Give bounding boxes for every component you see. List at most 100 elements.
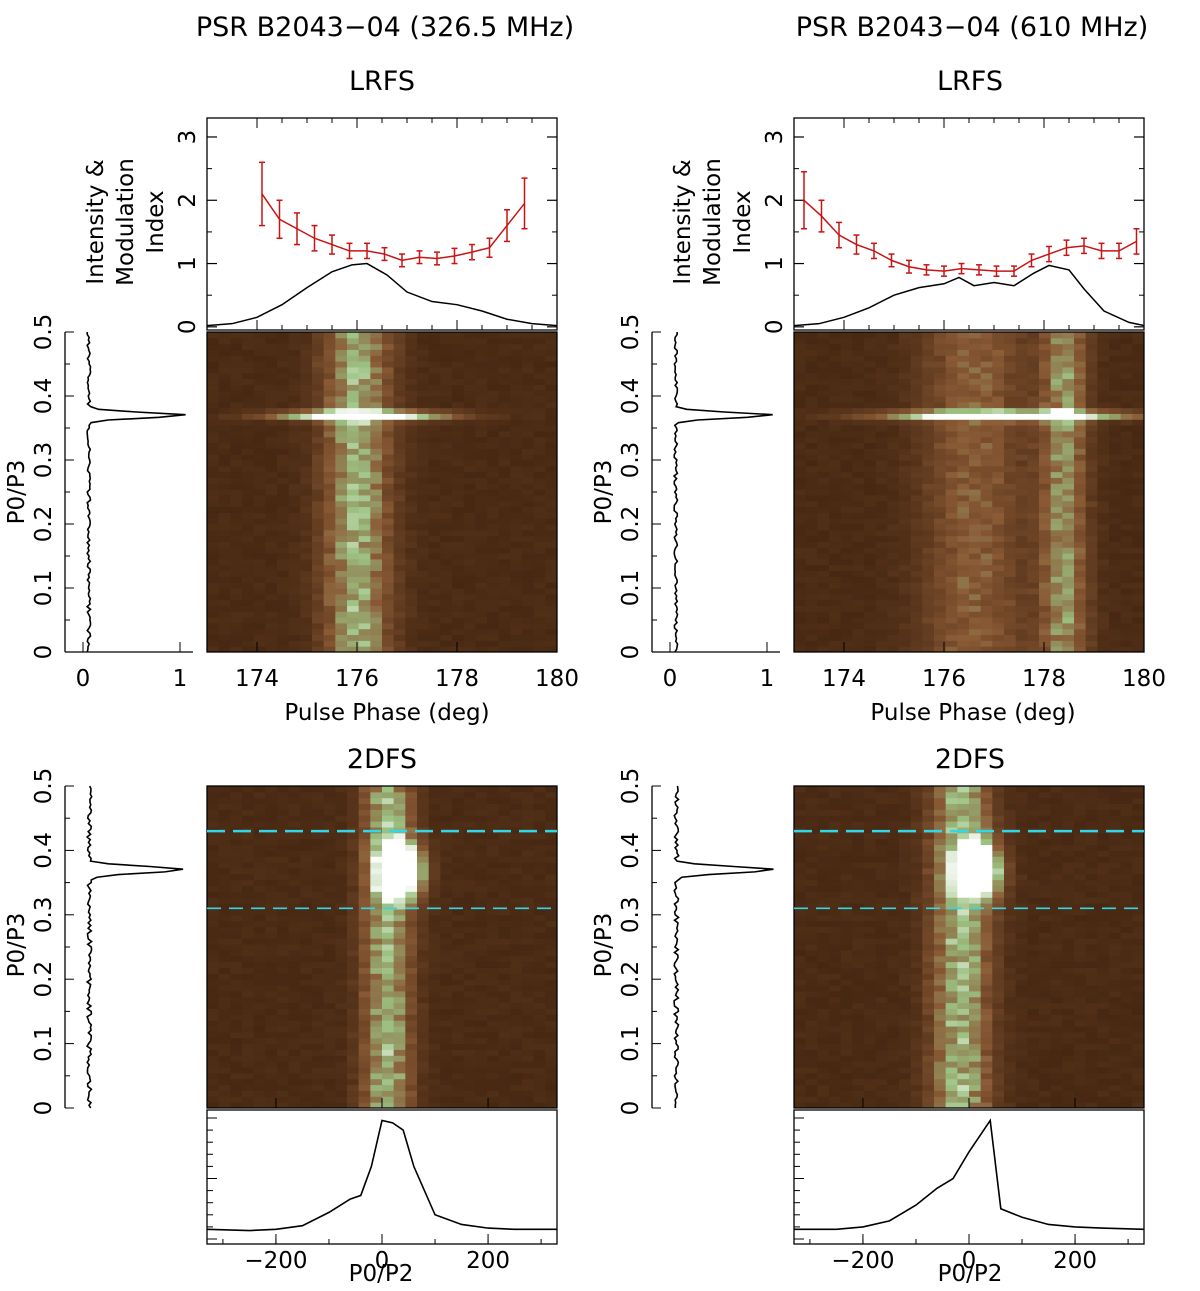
heatmap-cell (405, 378, 418, 385)
heatmap-cell (533, 1090, 546, 1097)
heatmap-cell (323, 512, 336, 519)
heatmap-cell (382, 576, 395, 583)
heatmap-cell (533, 803, 546, 810)
heatmap-cell (498, 1049, 511, 1056)
heatmap-cell (323, 442, 336, 449)
heatmap-cell (358, 582, 371, 589)
heatmap-cell (817, 419, 830, 426)
heatmap-cell (852, 378, 865, 385)
heatmap-cell (323, 973, 336, 980)
heatmap-cell (417, 401, 430, 409)
heatmap-cell (312, 1078, 325, 1086)
heatmap-cell (533, 448, 546, 455)
heatmap-cell (382, 961, 395, 968)
heatmap-cell (510, 634, 523, 641)
heatmap-cell (218, 938, 231, 945)
heatmap-cell (533, 1072, 546, 1080)
heatmap-cell (323, 419, 336, 426)
heatmap-cell (393, 396, 406, 403)
heatmap-cell (992, 564, 1005, 572)
heatmap-cell (405, 425, 418, 432)
heatmap-cell (300, 611, 313, 618)
heatmap-cell (405, 1078, 418, 1086)
heatmap-cell (510, 582, 523, 589)
heatmap-cell (1050, 337, 1063, 345)
heatmap-cell (382, 786, 395, 793)
heatmap-cell (545, 996, 558, 1004)
heatmap-cell (428, 396, 441, 403)
heatmap-cell (840, 593, 853, 601)
heatmap-cell (323, 471, 336, 478)
heatmap-cell (980, 436, 993, 444)
heatmap-cell (1015, 436, 1028, 444)
heatmap-cell (335, 821, 348, 828)
heatmap-cell (1027, 634, 1040, 641)
heatmap-cell (545, 547, 558, 554)
heatmap-cell (382, 1102, 395, 1109)
heatmap-cell (440, 1096, 453, 1103)
heatmap-cell (475, 1002, 488, 1009)
heatmap-cell (922, 582, 935, 589)
heatmap-cell (910, 617, 923, 624)
heatmap-cell (487, 1014, 500, 1021)
heatmap-cell (945, 390, 958, 397)
heatmap-cell (864, 524, 877, 531)
heatmap-cell (312, 1061, 325, 1068)
heatmap-cell (312, 844, 325, 851)
heatmap-cell (230, 413, 243, 420)
heatmap-cell (840, 343, 853, 350)
heatmap-cell (992, 518, 1005, 525)
heatmap-cell (475, 407, 488, 414)
heatmap-cell (510, 1049, 523, 1056)
heatmap-cell (277, 873, 290, 881)
heatmap-cell (957, 361, 970, 368)
heatmap-cell (277, 938, 290, 945)
heatmap-cell (875, 471, 888, 478)
heatmap-cell (253, 407, 266, 414)
heatmap-cell (277, 355, 290, 362)
heatmap-cell (475, 1102, 488, 1109)
heatmap-cell (487, 944, 500, 951)
heatmap-cell (230, 640, 243, 647)
heatmap-cell (405, 611, 418, 618)
heatmap-cell (875, 448, 888, 455)
heatmap-cell (417, 524, 430, 531)
heatmap-cell (312, 535, 325, 542)
heatmap-cell (242, 349, 255, 356)
heatmap-cell (533, 599, 546, 606)
heatmap-cell (428, 873, 441, 881)
heatmap-cell (370, 460, 383, 467)
heatmap-cell (510, 355, 523, 362)
heatmap-cell (277, 372, 290, 380)
heatmap-cell (840, 518, 853, 525)
heatmap-cell (522, 361, 535, 368)
heatmap-cell (370, 1096, 383, 1103)
heatmap-cell (335, 891, 348, 898)
heatmap-cell (545, 622, 558, 630)
heatmap-cell (487, 803, 500, 810)
heatmap-cell (300, 844, 313, 851)
heatmap-cell (510, 1096, 523, 1103)
heatmap-cell (887, 401, 900, 409)
heatmap-cell (370, 1002, 383, 1009)
heatmap-cell (242, 1090, 255, 1097)
heatmap-cell (957, 605, 970, 612)
heatmap-cell (1074, 494, 1087, 502)
heatmap-cell (992, 593, 1005, 601)
heatmap-cell (475, 1026, 488, 1033)
heatmap-cell (533, 430, 546, 438)
heatmap-cell (522, 436, 535, 444)
heatmap-cell (393, 1072, 406, 1080)
heatmap-cell (277, 471, 290, 478)
heatmap-cell (405, 384, 418, 391)
heatmap-cell (1062, 570, 1075, 577)
heatmap-cell (805, 570, 818, 577)
heatmap-cell (1050, 593, 1063, 601)
heatmap-cell (428, 465, 441, 473)
heatmap-cell (945, 564, 958, 572)
heatmap-cell (242, 1061, 255, 1068)
heatmap-cell (428, 826, 441, 834)
heatmap-cell (347, 436, 360, 444)
heatmap-cell (498, 500, 511, 508)
heatmap-cell (347, 332, 360, 339)
